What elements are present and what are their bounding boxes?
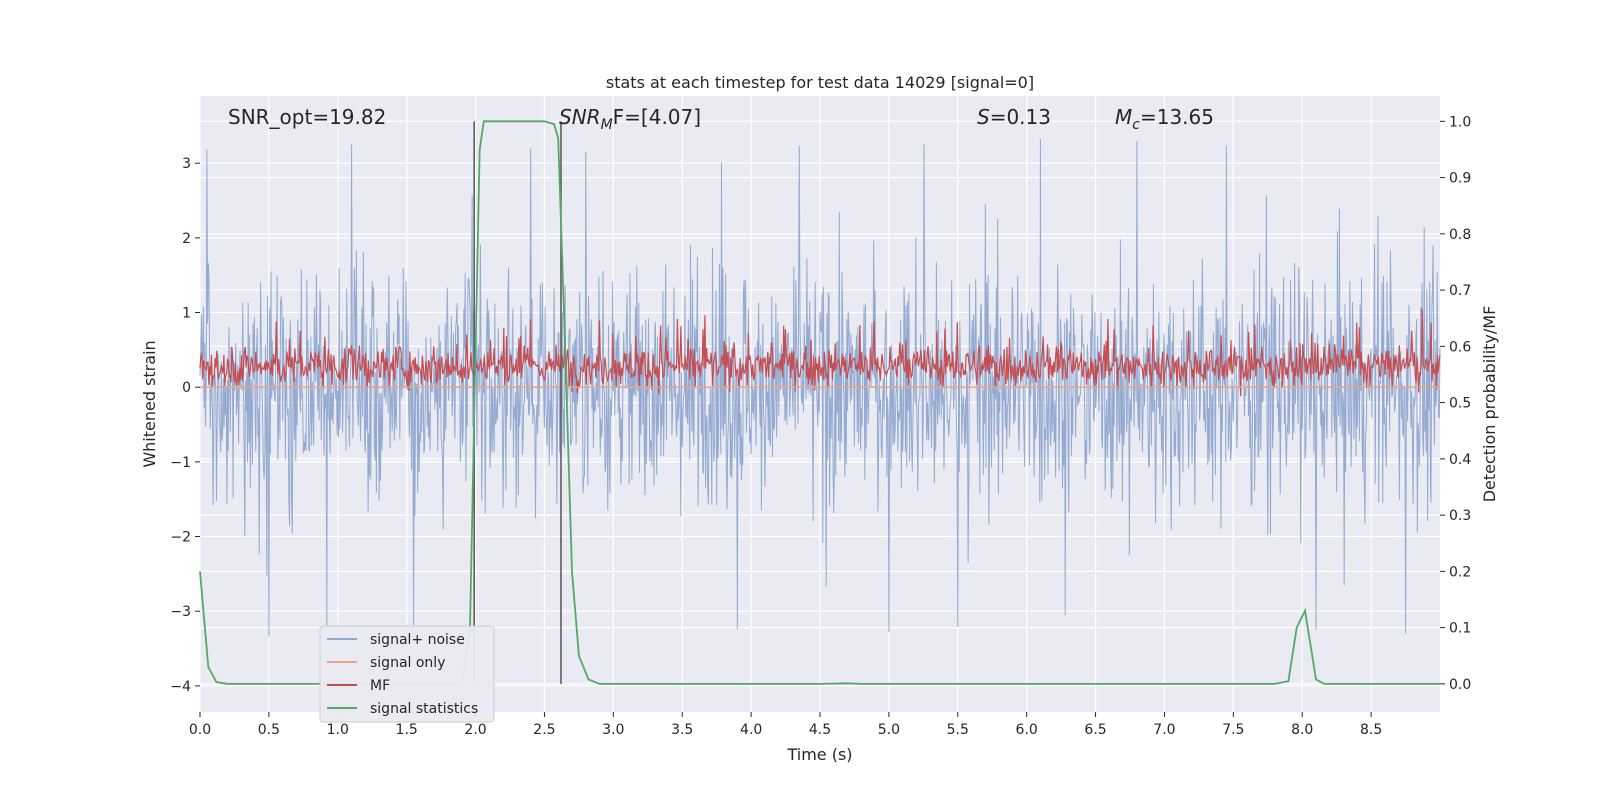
legend-label-signal-statistics: signal statistics (370, 701, 478, 717)
x-tick-label: 6.0 (1016, 722, 1038, 738)
x-tick-label: 0.5 (258, 722, 280, 738)
x-tick-label: 2.5 (533, 722, 555, 738)
snr-mf-subscript: M (601, 117, 613, 133)
y2-tick-label: 0.7 (1449, 283, 1471, 299)
legend-label-mf: MF (370, 678, 390, 694)
x-tick-label: 3.5 (671, 722, 693, 738)
s-symbol: S (977, 105, 990, 129)
x-tick-label: 4.0 (740, 722, 762, 738)
snr-mf-annotation: SNRMF=[4.07] (559, 105, 701, 133)
legend-label-signal-only: signal only (370, 655, 445, 671)
x-tick-label: 7.0 (1153, 722, 1175, 738)
snr-mf-symbol: SNR (559, 105, 601, 129)
y-tick-label: −1 (170, 455, 191, 471)
x-tick-label: 1.5 (396, 722, 418, 738)
x-tick-label: 5.0 (878, 722, 900, 738)
y-tick-label: 1 (182, 306, 191, 322)
x-tick-label: 2.0 (464, 722, 486, 738)
y2-tick-label: 0.3 (1449, 508, 1471, 524)
y2-ticks: 0.0 0.1 0.2 0.3 0.4 0.5 0.6 0.7 0.8 0.9 1.0 (1440, 114, 1471, 693)
mc-symbol: M (1115, 105, 1132, 129)
y-tick-label: 0 (182, 380, 191, 396)
legend-box (319, 625, 495, 723)
y2-tick-label: 0.5 (1449, 396, 1471, 412)
y2-tick-label: 0.8 (1449, 227, 1471, 243)
y-tick-label: 3 (182, 156, 191, 172)
y-tick-label: −2 (170, 530, 191, 546)
y-axis-label: Whitened strain (140, 340, 159, 467)
s-value: =0.13 (990, 105, 1051, 129)
mc-annotation: Mc=13.65 (1115, 105, 1214, 133)
x-tick-label: 4.5 (809, 722, 831, 738)
y2-tick-label: 0.0 (1449, 677, 1471, 693)
legend: signal+ noise signal only MF signal stat… (319, 625, 495, 723)
x-tick-label: 1.0 (327, 722, 349, 738)
y2-tick-label: 0.6 (1449, 339, 1471, 355)
legend-label-signal-noise: signal+ noise (370, 632, 465, 648)
x-tick-label: 7.5 (1222, 722, 1244, 738)
y2-tick-label: 1.0 (1449, 114, 1471, 130)
signal-noise-series (199, 138, 1441, 637)
x-ticks: 0.0 0.5 1.0 1.5 2.0 2.5 3.0 3.5 4.0 4.5 5.0 5.5 6.0 6… (189, 712, 1382, 738)
snr-mf-value: F=[4.07] (613, 105, 701, 129)
snr-opt-annotation: SNR_opt=19.82 (228, 105, 386, 129)
x-tick-label: 3.0 (602, 722, 624, 738)
x-axis-label: Time (s) (786, 745, 852, 764)
mc-value: =13.65 (1140, 105, 1214, 129)
y2-tick-label: 0.2 (1449, 564, 1471, 580)
y2-tick-label: 0.9 (1449, 171, 1471, 187)
signal-noise-line (199, 138, 1441, 637)
chart-title: stats at each timestep for test data 140… (606, 73, 1034, 92)
x-tick-label: 8.0 (1291, 722, 1313, 738)
x-tick-label: 6.5 (1084, 722, 1106, 738)
mf-series (199, 308, 1441, 397)
mc-subscript: c (1132, 117, 1140, 133)
x-tick-label: 0.0 (189, 722, 211, 738)
mf-line (199, 308, 1441, 397)
x-tick-label: 5.5 (947, 722, 969, 738)
y-ticks: −4 −3 −2 −1 0 1 2 3 (170, 156, 200, 695)
y-tick-label: −3 (170, 604, 191, 620)
y2-axis-label: Detection probability/MF (1480, 306, 1499, 503)
y2-tick-label: 0.4 (1449, 452, 1471, 468)
y-tick-label: −4 (170, 679, 191, 695)
s-annotation: S=0.13 (977, 105, 1051, 129)
x-tick-label: 8.5 (1360, 722, 1382, 738)
y-tick-label: 2 (182, 231, 191, 247)
y2-tick-label: 0.1 (1449, 621, 1471, 637)
